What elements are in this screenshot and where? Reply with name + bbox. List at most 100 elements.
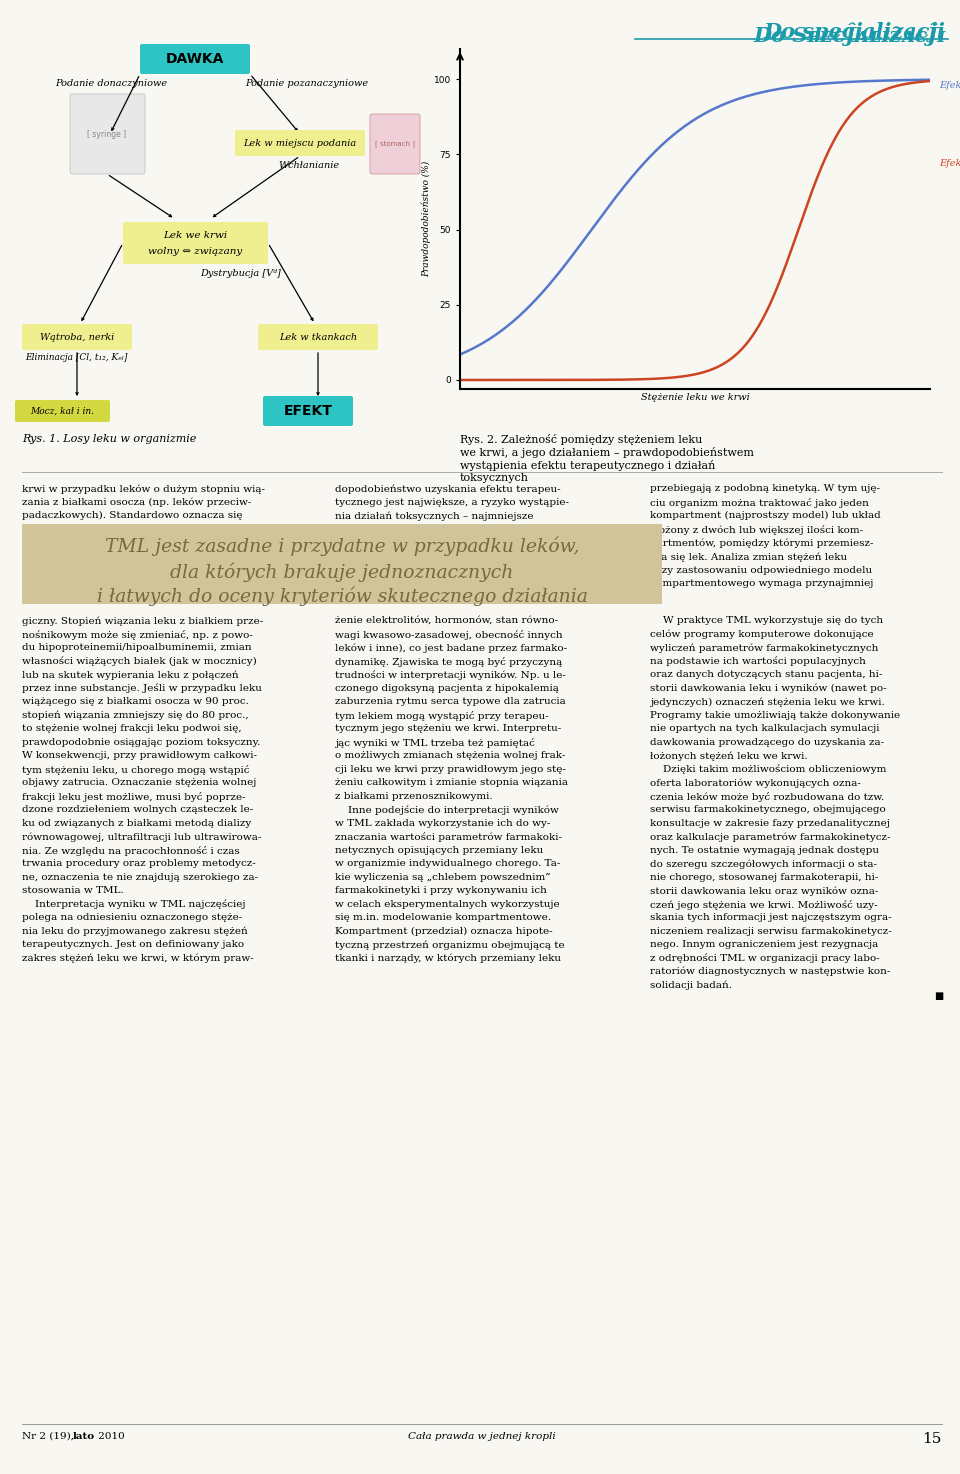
Text: trudności w interpretacji wyników. Np. u le-: trudności w interpretacji wyników. Np. u…	[335, 671, 565, 680]
Text: i w tkankach wywierają liczne czynniki (stę-: i w tkankach wywierają liczne czynniki (…	[335, 579, 565, 588]
FancyBboxPatch shape	[370, 113, 420, 174]
FancyBboxPatch shape	[263, 397, 353, 426]
Text: Lek we krwi: Lek we krwi	[163, 230, 228, 239]
Text: wiążącego się z białkami osocza w 90 proc.: wiążącego się z białkami osocza w 90 pro…	[22, 697, 249, 706]
Text: Programy takie umożliwiają także dokonywanie: Programy takie umożliwiają także dokonyw…	[650, 710, 900, 719]
Text: stosowania w TML.: stosowania w TML.	[22, 886, 124, 895]
Text: 2010: 2010	[95, 1433, 125, 1442]
Text: nośnikowym może się zmieniać, np. z powo-: nośnikowym może się zmieniać, np. z powo…	[22, 629, 252, 640]
Text: Interpretacja wyniku w TML najczęściej: Interpretacja wyniku w TML najczęściej	[22, 899, 246, 909]
Text: jest konsekwencją wpływu, jaki na działanie: jest konsekwencją wpływu, jaki na działa…	[335, 551, 566, 562]
Text: toksycznych: toksycznych	[460, 473, 529, 483]
Text: się m.in. modelowanie kompartmentowe.: się m.in. modelowanie kompartmentowe.	[335, 912, 551, 923]
Text: farmakokinetyki i przy wykonywaniu ich: farmakokinetyki i przy wykonywaniu ich	[335, 886, 547, 895]
FancyBboxPatch shape	[15, 399, 110, 422]
Text: to stężenie wolnej frakcji leku podwoi się,: to stężenie wolnej frakcji leku podwoi s…	[22, 724, 242, 733]
Text: łożonych stężeń leku we krwi.: łożonych stężeń leku we krwi.	[650, 750, 807, 761]
Text: Wchłanianie: Wchłanianie	[278, 161, 339, 170]
Text: EFEKT: EFEKT	[283, 404, 332, 419]
Text: do szeregu szczegółowych informacji o sta-: do szeregu szczegółowych informacji o st…	[650, 859, 877, 868]
Text: giczny. Stopień wiązania leku z białkiem prze-: giczny. Stopień wiązania leku z białkiem…	[22, 616, 263, 625]
Text: własności wiążących białek (jak w mocznicy): własności wiążących białek (jak w moczni…	[22, 656, 256, 666]
Text: nia leku do przyjmowanego zakresu stężeń: nia leku do przyjmowanego zakresu stężeń	[22, 927, 248, 936]
Text: Trzeba pamiętać, że jedynie frakcja wolnych: Trzeba pamiętać, że jedynie frakcja woln…	[22, 551, 255, 562]
Text: przebiegają z podobną kinetyką. W tym uję-: przebiegają z podobną kinetyką. W tym uj…	[650, 483, 880, 492]
Text: stężeń frakcji wolnej i związanej z białkami.: stężeń frakcji wolnej i związanej z biał…	[22, 538, 252, 548]
Text: kompartment (najprostszy model) lub układ: kompartment (najprostszy model) lub ukła…	[650, 511, 880, 520]
FancyBboxPatch shape	[123, 223, 268, 264]
Text: Podanie donaczyniowe: Podanie donaczyniowe	[55, 80, 167, 88]
Text: Rys. 2. Zależność pomiędzy stężeniem leku: Rys. 2. Zależność pomiędzy stężeniem lek…	[460, 433, 703, 445]
X-axis label: Stężenie leku we krwi: Stężenie leku we krwi	[640, 394, 750, 402]
Text: w organizmie indywidualnego chorego. Ta-: w organizmie indywidualnego chorego. Ta-	[335, 859, 561, 868]
FancyBboxPatch shape	[235, 130, 365, 156]
Text: dla których brakuje jednoznacznych: dla których brakuje jednoznacznych	[170, 562, 514, 582]
Text: oferta laboratoriów wykonujących ozna-: oferta laboratoriów wykonujących ozna-	[650, 778, 861, 787]
Text: trwania procedury oraz problemy metodycz-: trwania procedury oraz problemy metodycz…	[22, 859, 255, 868]
Text: padaczkowych). Standardowo oznacza się: padaczkowych). Standardowo oznacza się	[22, 511, 243, 520]
Text: celów programy komputerowe dokonujące: celów programy komputerowe dokonujące	[650, 629, 874, 640]
Text: skania tych informacji jest najczęstszym ogra-: skania tych informacji jest najczęstszym…	[650, 912, 892, 923]
Text: nie chorego, stosowanej farmakoterapii, hi-: nie chorego, stosowanej farmakoterapii, …	[650, 873, 878, 881]
Text: storii dawkowania leku oraz wyników ozna-: storii dawkowania leku oraz wyników ozna…	[650, 886, 878, 896]
Text: Mocz, kał i in.: Mocz, kał i in.	[31, 407, 94, 416]
Text: Podanie pozanaczyniowe: Podanie pozanaczyniowe	[245, 80, 368, 88]
Text: we krwi, a jego działaniem – prawdopodobieństwem: we krwi, a jego działaniem – prawdopodob…	[460, 447, 754, 458]
Text: Efekt terapeutyczny: Efekt terapeutyczny	[940, 81, 960, 90]
Text: żeniu całkowitym i zmianie stopnia wiązania: żeniu całkowitym i zmianie stopnia wiąza…	[335, 778, 568, 787]
Text: z białkami przenosznikowymi.: z białkami przenosznikowymi.	[335, 792, 492, 800]
Text: znaczania wartości parametrów farmakoki-: znaczania wartości parametrów farmakoki-	[335, 831, 562, 842]
Text: prawdopodobnie osiągając poziom toksyczny.: prawdopodobnie osiągając poziom toksyczn…	[22, 737, 260, 746]
Text: wolny ⇔ związany: wolny ⇔ związany	[149, 246, 243, 255]
Text: zania z białkami osocza (np. leków przeciw-: zania z białkami osocza (np. leków przec…	[22, 498, 252, 507]
Text: TML jest zasadne i przydatne w przypadku leków,: TML jest zasadne i przydatne w przypadku…	[105, 537, 579, 556]
Text: polega na odniesieniu oznaczonego stęże-: polega na odniesieniu oznaczonego stęże-	[22, 912, 242, 923]
Text: dopodobieństwo uzyskania efektu terapeu-: dopodobieństwo uzyskania efektu terapeu-	[335, 483, 561, 494]
Text: dawkowania prowadzącego do uzyskania za-: dawkowania prowadzącego do uzyskania za-	[650, 737, 884, 746]
Text: nia. Ze względu na pracochłonność i czas: nia. Ze względu na pracochłonność i czas	[22, 846, 240, 855]
Text: ciu organizm można traktować jako jeden: ciu organizm można traktować jako jeden	[650, 498, 869, 507]
Text: Nr 2 (19),: Nr 2 (19),	[22, 1433, 77, 1442]
Text: wagi kwasowo-zasadowej, obecność innych: wagi kwasowo-zasadowej, obecność innych	[335, 629, 563, 640]
Text: terapeutycznych. Jest on definiowany jako: terapeutycznych. Jest on definiowany jak…	[22, 940, 244, 949]
Text: Rys. 1. Losy leku w organizmie: Rys. 1. Losy leku w organizmie	[22, 433, 197, 444]
Text: u większości leczonych osób (Rys. 2). Taka: u większości leczonych osób (Rys. 2). Ta…	[335, 525, 559, 535]
Text: równowagowej, ultrafiltracji lub ultrawirowa-: równowagowej, ultrafiltracji lub ultrawi…	[22, 831, 261, 842]
Text: na podstawie ich wartości populacyjnych: na podstawie ich wartości populacyjnych	[650, 656, 866, 666]
Text: Do specjalizacji: Do specjalizacji	[763, 22, 945, 41]
Text: oraz danych dotyczących stanu pacjenta, hi-: oraz danych dotyczących stanu pacjenta, …	[650, 671, 882, 680]
Text: tym lekiem mogą wystąpić przy terapeu-: tym lekiem mogą wystąpić przy terapeu-	[335, 710, 548, 721]
Text: Lek w miejscu podania: Lek w miejscu podania	[244, 139, 356, 147]
Text: żenie elektrolitów, hormonów, stan równo-: żenie elektrolitów, hormonów, stan równo…	[335, 616, 558, 625]
FancyBboxPatch shape	[70, 94, 145, 174]
Text: frakcji leku jest możliwe, musi być poprze-: frakcji leku jest możliwe, musi być popr…	[22, 792, 246, 802]
Text: definicja zakresu stężeń terapeutycznych: definicja zakresu stężeń terapeutycznych	[335, 538, 552, 548]
Text: w TML zakłada wykorzystanie ich do wy-: w TML zakłada wykorzystanie ich do wy-	[335, 818, 550, 827]
Text: solidacji badań.: solidacji badań.	[650, 980, 732, 991]
Text: z odrębności TML w organizacji pracy labo-: z odrębności TML w organizacji pracy lab…	[650, 954, 879, 963]
Text: Dᴏ SᴘᴇᴄĴᴀʟɪᴢᴀᴄĴɪ: Dᴏ SᴘᴇᴄĴᴀʟɪᴢᴀᴄĴɪ	[753, 22, 945, 46]
Text: czonego digoksyną pacjenta z hipokalemią: czonego digoksyną pacjenta z hipokalemią	[335, 684, 559, 693]
Text: o możliwych zmianach stężenia wolnej frak-: o możliwych zmianach stężenia wolnej fra…	[335, 750, 565, 761]
Text: nie opartych na tych kalkulacjach symulacji: nie opartych na tych kalkulacjach symula…	[650, 724, 879, 733]
Text: ■: ■	[934, 991, 943, 1001]
Text: zakres stężeń leku we krwi, w którym praw-: zakres stężeń leku we krwi, w którym pra…	[22, 954, 253, 963]
Text: partmentów, pomiędzy którymi przemiesz-: partmentów, pomiędzy którymi przemiesz-	[650, 538, 874, 548]
Text: tycznego jest największe, a ryzyko wystąpie-: tycznego jest największe, a ryzyko wystą…	[335, 498, 569, 507]
Text: nych. Te ostatnie wymagają jednak dostępu: nych. Te ostatnie wymagają jednak dostęp…	[650, 846, 879, 855]
FancyBboxPatch shape	[258, 324, 378, 349]
Text: Kompartment (przedział) oznacza hipote-: Kompartment (przedział) oznacza hipote-	[335, 927, 553, 936]
Text: oraz kalkulacje parametrów farmakokinetycz-: oraz kalkulacje parametrów farmakokinety…	[650, 831, 891, 842]
Text: nego. Innym ograniczeniem jest rezygnacja: nego. Innym ograniczeniem jest rezygnacj…	[650, 940, 878, 949]
Text: W konsekwencji, przy prawidłowym całkowi-: W konsekwencji, przy prawidłowym całkowi…	[22, 750, 257, 761]
Text: czenia leków może być rozbudowana do tzw.: czenia leków może być rozbudowana do tzw…	[650, 792, 884, 802]
Text: W praktyce TML wykorzystuje się do tych: W praktyce TML wykorzystuje się do tych	[650, 616, 883, 625]
Text: całkowite stężenie leku we krwi, będące sumą: całkowite stężenie leku we krwi, będące …	[22, 525, 265, 534]
Text: Wątroba, nerki: Wątroba, nerki	[40, 333, 114, 342]
Text: tkanki i narządy, w których przemiany leku: tkanki i narządy, w których przemiany le…	[335, 954, 561, 963]
Text: netycznych opisujących przemiany leku: netycznych opisujących przemiany leku	[335, 846, 543, 855]
Text: 15: 15	[923, 1433, 942, 1446]
Y-axis label: Prawdopodobieństwo (%): Prawdopodobieństwo (%)	[421, 161, 431, 277]
Text: kompartmentowego wymaga przynajmniej: kompartmentowego wymaga przynajmniej	[650, 579, 874, 588]
Text: Inne podejście do interpretacji wyników: Inne podejście do interpretacji wyników	[335, 805, 559, 815]
